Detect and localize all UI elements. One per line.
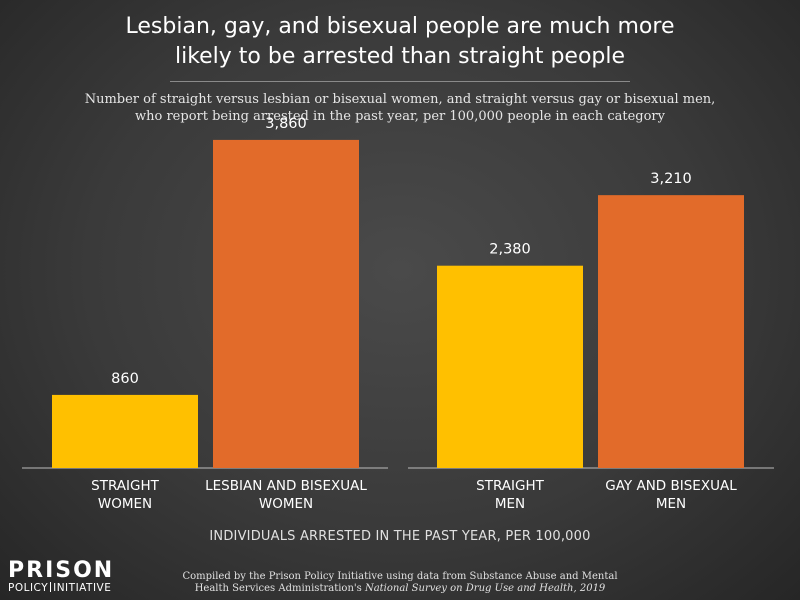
bar-value-label-2-1: 2,380 <box>489 242 531 258</box>
bar-2-1 <box>437 265 583 468</box>
source-survey-name: National Survey on Drug Use and Health, … <box>364 583 606 594</box>
source-line-2: Health Services Administration's Nationa… <box>150 583 650 595</box>
source-line-2-prefix: Health Services Administration's <box>194 583 365 594</box>
chart-subtitle-line-2: who report being arrested in the past ye… <box>135 109 665 124</box>
prison-policy-initiative-logo: PRISON POLICY INITIATIVE <box>8 560 114 595</box>
bar-1-2 <box>213 139 359 468</box>
chart-subtitle-line-1: Number of straight versus lesbian or bis… <box>84 92 716 107</box>
category-label-line-1: STRAIGHT <box>91 478 159 494</box>
bar-value-label-1-1: 860 <box>111 371 139 387</box>
category-label-line-1: LESBIAN AND BISEXUAL <box>205 478 367 494</box>
category-label-line-2: MEN <box>494 496 526 512</box>
category-label-2-2: GAY AND BISEXUAL MEN <box>586 477 756 513</box>
category-label-line-1: GAY AND BISEXUAL <box>605 478 737 494</box>
bar-2-2 <box>598 195 744 468</box>
chart-title: Lesbian, gay, and bisexual people are mu… <box>0 12 800 72</box>
bar-value-label-2-2: 3,210 <box>650 171 692 187</box>
x-axis-label: INDIVIDUALS ARRESTED IN THE PAST YEAR, P… <box>209 529 591 544</box>
category-label-2-1: STRAIGHT MEN <box>425 477 595 513</box>
category-label-1-2: LESBIAN AND BISEXUAL WOMEN <box>201 477 371 513</box>
category-label-line-1: STRAIGHT <box>476 478 544 494</box>
chart-title-line-1: Lesbian, gay, and bisexual people are mu… <box>125 14 675 39</box>
logo-separator <box>50 582 52 592</box>
title-divider <box>170 81 630 82</box>
category-label-line-2: WOMEN <box>258 496 314 512</box>
category-label-1-1: STRAIGHT WOMEN <box>40 477 210 513</box>
logo-wordmark-policy: POLICY <box>8 582 49 594</box>
bar-1-1 <box>52 394 198 468</box>
logo-wordmark-initiative: INITIATIVE <box>53 582 112 594</box>
bar-value-label-1-2: 3,860 <box>265 116 307 132</box>
category-label-line-2: WOMEN <box>97 496 153 512</box>
source-note: Compiled by the Prison Policy Initiative… <box>150 571 650 595</box>
logo-wordmark-top: PRISON <box>8 558 115 583</box>
category-label-line-2: MEN <box>655 496 687 512</box>
logo-wordmark-bottom: POLICY INITIATIVE <box>8 582 114 595</box>
chart-subtitle: Number of straight versus lesbian or bis… <box>0 91 800 125</box>
source-line-1: Compiled by the Prison Policy Initiative… <box>182 571 618 582</box>
chart-title-line-2: likely to be arrested than straight peop… <box>174 44 626 69</box>
